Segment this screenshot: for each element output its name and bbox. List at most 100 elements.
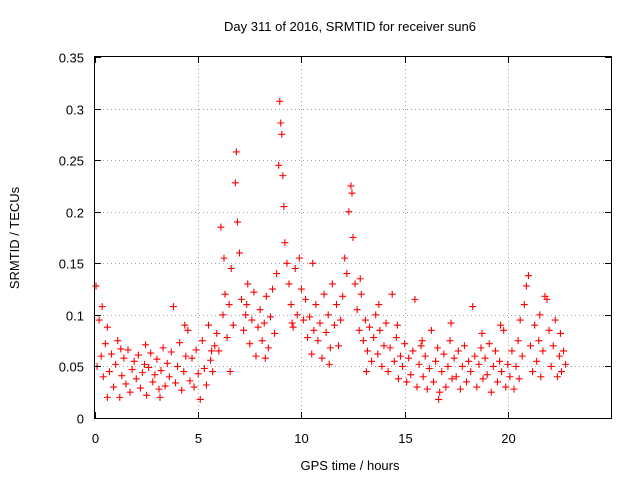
data-point xyxy=(200,364,208,372)
data-point xyxy=(278,130,286,138)
data-point xyxy=(171,379,179,387)
data-point xyxy=(436,388,444,396)
data-point xyxy=(318,354,326,362)
data-point xyxy=(153,355,161,363)
data-point xyxy=(384,368,392,376)
data-point xyxy=(386,344,394,352)
data-point xyxy=(227,264,235,272)
data-point xyxy=(293,311,301,319)
data-point xyxy=(518,352,526,360)
data-point xyxy=(372,311,380,319)
data-point xyxy=(516,316,524,324)
data-point xyxy=(547,362,555,370)
data-point xyxy=(335,342,343,350)
data-point xyxy=(219,311,227,319)
data-point xyxy=(341,254,349,262)
data-point xyxy=(136,384,144,392)
data-point xyxy=(475,360,483,368)
data-point xyxy=(226,368,234,376)
data-point xyxy=(328,280,336,288)
data-point xyxy=(537,373,545,381)
data-point xyxy=(130,357,138,365)
axis-ticks: 0 0.05 0.1 0.15 0.2 0.25 0.3 0.35 0 5 10 15 20 xyxy=(59,51,611,446)
data-point xyxy=(248,316,256,324)
data-point xyxy=(147,349,155,357)
data-point xyxy=(254,323,262,331)
data-point xyxy=(167,348,175,356)
data-point xyxy=(393,321,401,329)
data-point xyxy=(368,357,376,365)
data-point xyxy=(221,290,229,298)
data-point xyxy=(353,306,361,314)
data-point xyxy=(339,292,347,300)
data-point xyxy=(370,334,378,342)
data-point xyxy=(231,179,239,187)
data-point xyxy=(188,354,196,362)
data-point xyxy=(229,321,237,329)
data-point xyxy=(213,329,221,337)
data-point xyxy=(277,119,285,127)
y-tick-label: 0.1 xyxy=(66,309,84,324)
data-point xyxy=(448,375,456,383)
y-tick-label: 0.15 xyxy=(59,257,84,272)
data-point xyxy=(380,342,388,350)
y-tick-label: 0 xyxy=(77,412,84,427)
data-point xyxy=(473,383,481,391)
data-point xyxy=(103,393,111,401)
data-point xyxy=(524,272,532,280)
x-tick-label: 0 xyxy=(92,431,99,446)
data-point xyxy=(444,362,452,370)
data-point xyxy=(355,326,363,334)
data-point xyxy=(202,381,210,389)
data-point xyxy=(356,275,364,283)
data-point xyxy=(215,347,223,355)
data-point xyxy=(460,342,468,350)
data-point xyxy=(156,393,164,401)
data-point xyxy=(536,311,544,319)
y-tick-label: 0.05 xyxy=(59,360,84,375)
data-point xyxy=(105,368,113,376)
data-point xyxy=(515,375,523,383)
data-point xyxy=(291,264,299,272)
data-point xyxy=(198,337,206,345)
data-point xyxy=(141,360,149,368)
y-tick-label: 0.25 xyxy=(59,154,84,169)
data-point xyxy=(337,316,345,324)
data-point xyxy=(527,342,535,350)
data-point xyxy=(485,340,493,348)
data-point xyxy=(465,357,473,365)
data-point xyxy=(306,313,314,321)
data-point xyxy=(497,321,505,329)
data-point xyxy=(310,326,318,334)
data-point xyxy=(417,342,425,350)
data-point xyxy=(539,347,547,355)
data-point xyxy=(324,311,332,319)
data-point xyxy=(149,378,157,386)
data-point xyxy=(343,270,351,278)
data-point xyxy=(487,388,495,396)
data-point xyxy=(194,370,202,378)
data-point xyxy=(178,386,186,394)
data-point xyxy=(382,319,390,327)
data-point xyxy=(557,368,565,376)
data-point xyxy=(549,342,557,350)
data-point xyxy=(258,337,266,345)
data-point xyxy=(180,368,188,376)
data-point xyxy=(261,354,269,362)
data-point xyxy=(403,378,411,386)
data-point xyxy=(415,360,423,368)
data-point xyxy=(262,292,270,300)
data-point xyxy=(181,321,189,329)
chart-title: Day 311 of 2016, SRMTID for receiver sun… xyxy=(224,19,476,34)
data-point xyxy=(124,346,132,354)
data-point xyxy=(491,347,499,355)
data-point xyxy=(401,340,409,348)
data-point xyxy=(145,363,153,371)
data-point xyxy=(159,344,167,352)
data-point xyxy=(394,375,402,383)
data-point xyxy=(225,301,233,309)
data-point xyxy=(281,239,289,247)
data-point xyxy=(190,383,198,391)
data-point xyxy=(120,354,128,362)
